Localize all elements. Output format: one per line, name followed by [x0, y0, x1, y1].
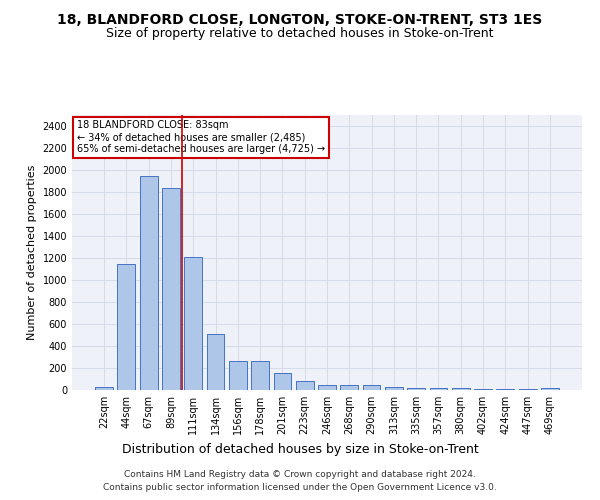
- Bar: [229, 361, 247, 390]
- Bar: [184, 257, 202, 390]
- Text: Contains public sector information licensed under the Open Government Licence v3: Contains public sector information licen…: [103, 482, 497, 492]
- Bar: [140, 176, 158, 390]
- Text: Distribution of detached houses by size in Stoke-on-Trent: Distribution of detached houses by size …: [122, 442, 478, 456]
- Bar: [274, 373, 292, 390]
- Y-axis label: Number of detached properties: Number of detached properties: [27, 165, 37, 340]
- Bar: [452, 388, 470, 390]
- Bar: [318, 384, 336, 390]
- Bar: [206, 334, 224, 390]
- Bar: [385, 387, 403, 390]
- Bar: [362, 385, 380, 390]
- Bar: [541, 388, 559, 390]
- Text: Contains HM Land Registry data © Crown copyright and database right 2024.: Contains HM Land Registry data © Crown c…: [124, 470, 476, 479]
- Text: 18 BLANDFORD CLOSE: 83sqm
← 34% of detached houses are smaller (2,485)
65% of se: 18 BLANDFORD CLOSE: 83sqm ← 34% of detac…: [77, 120, 325, 154]
- Bar: [251, 361, 269, 390]
- Bar: [118, 264, 136, 390]
- Bar: [162, 188, 180, 390]
- Text: 18, BLANDFORD CLOSE, LONGTON, STOKE-ON-TRENT, ST3 1ES: 18, BLANDFORD CLOSE, LONGTON, STOKE-ON-T…: [58, 12, 542, 26]
- Bar: [340, 385, 358, 390]
- Bar: [95, 386, 113, 390]
- Bar: [296, 381, 314, 390]
- Bar: [407, 388, 425, 390]
- Text: Size of property relative to detached houses in Stoke-on-Trent: Size of property relative to detached ho…: [106, 28, 494, 40]
- Bar: [430, 388, 448, 390]
